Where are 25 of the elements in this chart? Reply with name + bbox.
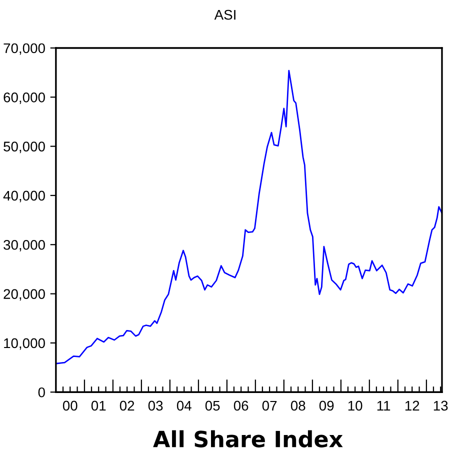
x-axis-title: All Share Index	[153, 430, 343, 448]
x-tick-label: 01	[91, 400, 106, 411]
y-tick-label: 20,000	[4, 289, 45, 301]
x-tick-label: 12	[405, 400, 420, 411]
x-tick-label: 10	[348, 400, 362, 411]
x-tick-label: 03	[148, 400, 163, 411]
y-tick-label: 40,000	[3, 190, 45, 202]
x-tick-label: 09	[319, 400, 334, 411]
y-tick-label: 60,000	[4, 92, 45, 104]
x-tick-label: 11	[377, 400, 390, 411]
line-series	[56, 70, 442, 364]
x-tick-label: 05	[205, 400, 220, 411]
x-tick-label: 07	[262, 400, 277, 411]
x-tick-label: 00	[62, 400, 78, 411]
x-tick-label: 02	[120, 400, 134, 411]
x-tick-label: 06	[234, 400, 248, 411]
x-tick-label: 04	[176, 400, 192, 411]
y-tick-label: 0	[38, 387, 45, 398]
x-tick-label: 13	[434, 400, 448, 411]
chart-title: ASI	[214, 10, 236, 20]
y-tick-label: 70,000	[4, 43, 45, 55]
x-tick-label: 08	[290, 400, 306, 411]
y-tick-label: 50,000	[4, 142, 45, 154]
y-tick-label: 10,000	[4, 338, 45, 350]
y-tick-label: 30,000	[4, 240, 45, 252]
